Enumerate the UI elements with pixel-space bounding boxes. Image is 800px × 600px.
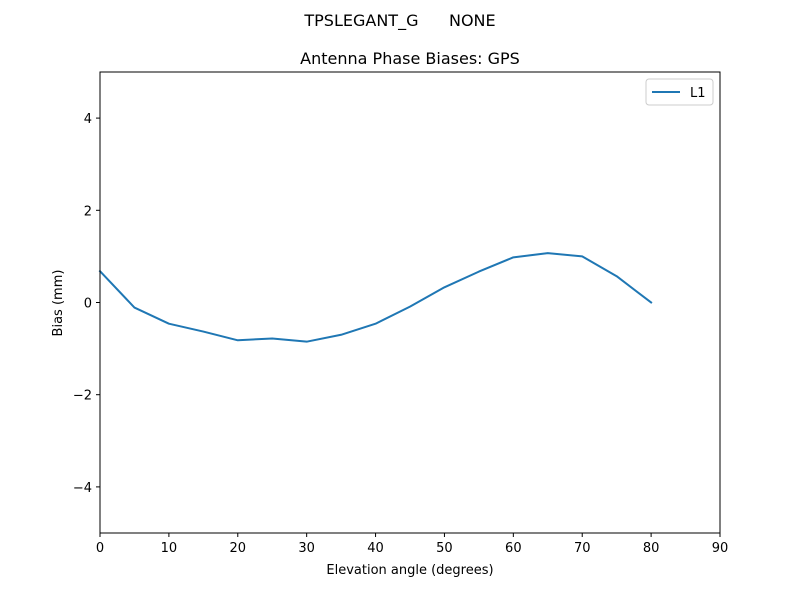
legend: L1 [645,78,714,106]
y-tick-label-0: −4 [73,481,92,496]
y-axis-label: Bias (mm) [51,270,66,337]
x-tick-label-0: 0 [96,541,104,556]
x-tick-label-4: 40 [367,541,384,556]
x-tick-label-9: 90 [712,541,729,556]
x-tick-label-5: 50 [436,541,453,556]
x-tick-label-2: 20 [230,541,247,556]
figure-suptitle: TPSLEGANT_G NONE [303,11,495,31]
x-axis-label: Elevation angle (degrees) [326,563,493,578]
x-tick-label-3: 30 [298,541,315,556]
y-tick-label-3: 2 [84,204,92,219]
plot-area [98,252,653,343]
y-tick-label-4: 4 [84,112,92,127]
x-tick-label-6: 60 [505,541,522,556]
x-tick-label-1: 10 [161,541,178,556]
x-tick-label-8: 80 [643,541,660,556]
y-tick-label-2: 0 [84,297,92,312]
x-tick-label-7: 70 [574,541,591,556]
y-tick-label-1: −2 [73,389,92,404]
axes-frame [99,71,721,534]
axes: 0 10 20 30 40 50 60 70 80 90 −4 −2 0 2 4 [73,71,729,556]
chart-title: Antenna Phase Biases: GPS [300,49,520,68]
series-line-0 [98,252,653,343]
legend-label-0: L1 [690,86,706,101]
